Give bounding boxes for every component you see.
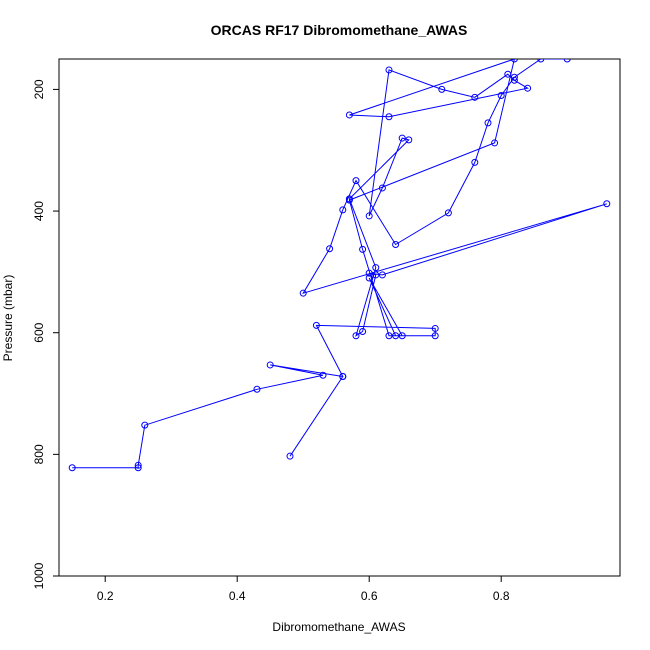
data-point <box>319 371 327 379</box>
data-point <box>286 452 294 460</box>
data-point <box>524 84 532 92</box>
data-point <box>339 206 347 214</box>
data-point <box>431 324 439 332</box>
series-line <box>72 59 607 469</box>
data-point <box>326 245 334 253</box>
data-point <box>378 184 386 192</box>
x-tick-label: 0.4 <box>229 589 246 603</box>
y-tick-label: 1000 <box>32 562 46 589</box>
data-point <box>365 269 373 277</box>
data-point <box>484 119 492 127</box>
x-tick-label: 0.6 <box>361 589 378 603</box>
data-point <box>352 332 360 340</box>
data-point <box>603 200 611 208</box>
data-point <box>134 461 142 469</box>
data-point <box>365 274 373 282</box>
data-point <box>372 271 380 279</box>
data-point <box>444 209 452 217</box>
data-point <box>352 177 360 185</box>
data-point <box>510 59 518 63</box>
y-tick-label: 200 <box>32 79 46 99</box>
data-point <box>134 464 142 472</box>
data-point <box>385 113 393 121</box>
data-point <box>510 76 518 84</box>
data-point <box>141 421 149 429</box>
data-point <box>405 136 413 144</box>
data-point <box>471 93 479 101</box>
data-point <box>537 59 545 63</box>
data-point <box>497 91 505 99</box>
y-axis-label: Pressure (mbar) <box>1 275 15 362</box>
data-series <box>68 59 611 472</box>
data-point <box>385 66 393 74</box>
data-point <box>563 59 571 63</box>
data-point <box>359 327 367 335</box>
data-point <box>385 332 393 340</box>
data-point <box>339 372 347 380</box>
data-point <box>299 289 307 297</box>
data-point <box>345 111 353 119</box>
x-axis: 0.2 0.4 0.6 0.8 <box>97 576 510 603</box>
data-point <box>491 139 499 147</box>
data-point <box>438 85 446 93</box>
data-point <box>504 70 512 78</box>
x-axis-label: Dibromomethane_AWAS <box>272 620 405 634</box>
data-point <box>431 332 439 340</box>
y-tick-label: 400 <box>32 201 46 221</box>
data-point <box>398 134 406 142</box>
chart-title: ORCAS RF17 Dibromomethane_AWAS <box>211 22 468 38</box>
data-point <box>392 332 400 340</box>
y-tick-label: 800 <box>32 444 46 464</box>
data-point <box>471 158 479 166</box>
y-axis: 200 400 600 800 1000 <box>32 79 59 589</box>
data-point <box>253 385 261 393</box>
data-point <box>510 73 518 81</box>
data-point <box>312 321 320 329</box>
data-point <box>266 361 274 369</box>
data-point <box>359 245 367 253</box>
data-point <box>68 464 76 472</box>
x-tick-label: 0.8 <box>493 589 510 603</box>
y-tick-label: 600 <box>32 322 46 342</box>
data-point <box>365 212 373 220</box>
data-point <box>345 195 353 203</box>
plot-frame <box>58 58 621 577</box>
data-point <box>398 332 406 340</box>
data-point <box>372 264 380 272</box>
data-point <box>378 271 386 279</box>
x-tick-label: 0.2 <box>97 589 114 603</box>
data-point <box>392 241 400 249</box>
